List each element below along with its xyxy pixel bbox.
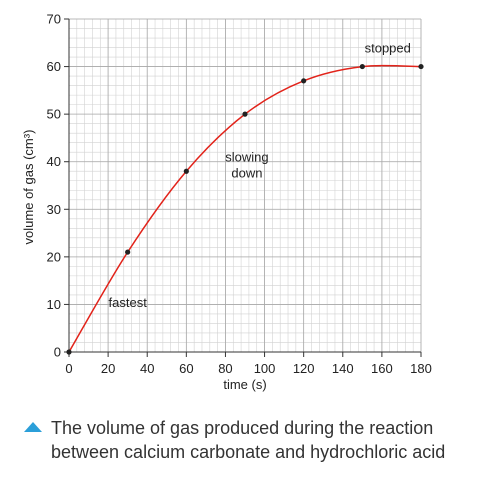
chart-annotation: fastest [109,295,148,310]
data-point [66,349,72,355]
chart-series [66,63,424,355]
data-point [301,78,307,84]
caption-text: The volume of gas produced during the re… [51,418,446,462]
data-point [242,111,248,117]
x-tick-label: 60 [179,361,193,376]
y-tick-label: 30 [47,202,61,217]
y-tick-label: 60 [47,59,61,74]
data-point [183,168,189,174]
series-line [68,64,422,353]
chart-annotation: slowing down [225,150,268,181]
x-tick-label: 140 [332,361,354,376]
x-tick-label: 120 [293,361,315,376]
triangle-up-icon [24,422,42,432]
y-tick-label: 20 [47,249,61,264]
chart-annotations: fastest slowing down stopped [109,40,411,310]
y-tick-label: 50 [47,107,61,122]
x-tick-label: 0 [65,361,72,376]
y-tick-label: 10 [47,297,61,312]
chart-axes [68,19,421,353]
y-axis-label: volume of gas (cm³) [21,130,36,245]
x-tick-label: 160 [371,361,393,376]
x-tick-label: 40 [140,361,154,376]
data-point [359,63,365,70]
data-point [125,249,131,255]
y-tick-label: 0 [54,345,61,360]
chart-ticks: 0 10 20 30 40 50 60 70 0 20 40 60 80 100 120 140 160 180 [47,12,432,377]
x-tick-label: 180 [410,361,432,376]
x-tick-label: 20 [101,361,115,376]
data-point [418,63,424,70]
y-tick-label: 40 [47,154,61,169]
chart-annotation: stopped [365,40,411,55]
x-tick-label: 80 [218,361,232,376]
x-axis-label: time (s) [223,377,266,392]
y-tick-label: 70 [47,12,61,27]
x-tick-label: 100 [254,361,276,376]
chart-grid [68,18,422,353]
